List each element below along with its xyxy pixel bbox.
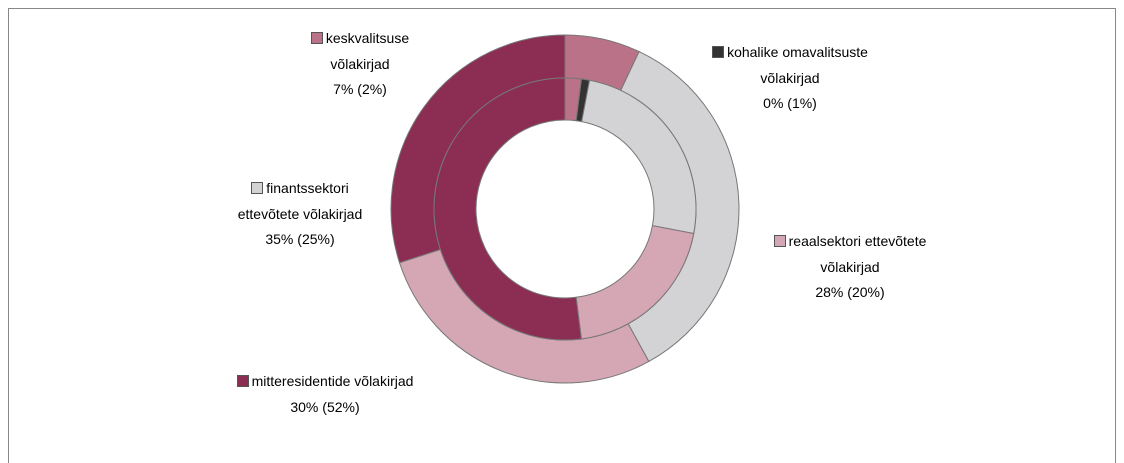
legend-swatch (236, 375, 249, 387)
category-name: kohalike omavalitsuste võlakirjad (727, 44, 868, 86)
outer-value: 35% (265, 231, 294, 247)
data-label: finantssektori ettevõtete võlakirjad 35% … (230, 176, 370, 253)
value-labels: 28% (20%) (770, 280, 930, 306)
category-name: keskvalitsuse võlakirjad (325, 30, 410, 72)
data-label: reaalsektori ettevõtete võlakirjad 28% (2… (770, 229, 930, 306)
category-name: finantssektori ettevõtete võlakirjad (237, 180, 363, 222)
category-name: mitteresidentide võlakirjad (251, 373, 414, 389)
legend-swatch (251, 182, 264, 194)
outer-value: 28% (815, 284, 844, 300)
outer-value: 7% (333, 81, 354, 97)
frame (8, 8, 1116, 463)
donut-slice (433, 77, 582, 341)
legend-swatch (310, 32, 323, 44)
data-label: mitteresidentide võlakirjad 30% (52%) (230, 369, 420, 420)
inner-value: (1%) (787, 95, 817, 111)
inner-value: (2%) (357, 81, 387, 97)
data-label: keskvalitsuse võlakirjad 7% (2%) (300, 26, 420, 103)
legend-swatch (712, 46, 725, 58)
value-labels: 0% (1%) (698, 91, 883, 117)
value-labels: 7% (2%) (300, 77, 420, 103)
inner-value: (20%) (847, 284, 885, 300)
category-name: reaalsektori ettevõtete võlakirjad (788, 233, 927, 275)
data-label: kohalike omavalitsuste võlakirjad 0% (1%) (698, 40, 883, 117)
inner-value: (52%) (322, 398, 360, 415)
value-labels: 35% (25%) (230, 227, 370, 253)
legend-swatch (773, 235, 786, 247)
inner-value: (25%) (297, 231, 335, 247)
outer-value: 0% (763, 95, 784, 111)
value-labels: 30% (52%) (230, 395, 420, 421)
outer-value: 30% (290, 398, 319, 415)
